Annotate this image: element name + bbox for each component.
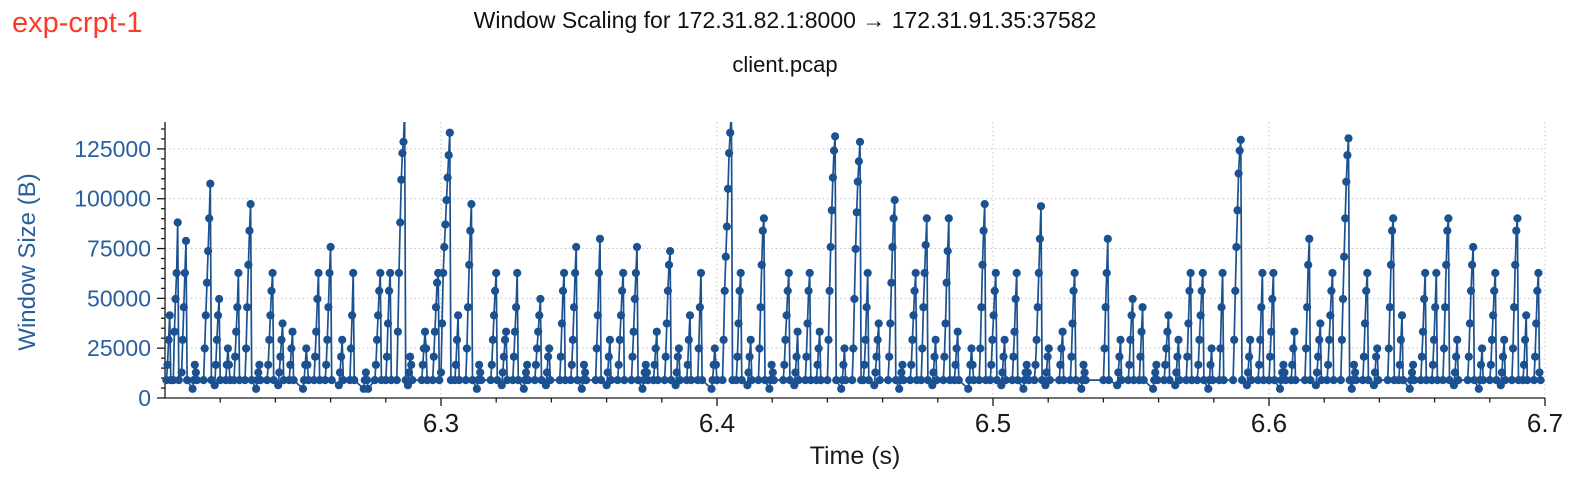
x-axis-label: Time (s) [809,442,901,470]
axis-layer [157,122,1546,406]
svg-text:100000: 100000 [74,186,151,212]
svg-text:75000: 75000 [87,236,151,262]
y-axis-label: Window Size (B) [14,173,41,351]
svg-text:25000: 25000 [87,335,151,361]
grid-layer [165,122,1546,398]
svg-text:6.5: 6.5 [975,408,1011,438]
x-tick-labels: 6.3 6.4 6.5 6.6 6.7 [423,408,1563,438]
svg-text:0: 0 [138,385,151,411]
svg-text:6.4: 6.4 [699,408,735,438]
chart-title: Window Scaling for 172.31.82.1:8000 → 17… [473,7,1097,33]
svg-text:6.3: 6.3 [423,408,459,438]
y-tick-labels: 0 25000 50000 75000 100000 125000 [74,136,151,411]
series-window-size [162,122,1545,393]
svg-text:6.6: 6.6 [1251,408,1287,438]
svg-text:50000: 50000 [87,285,151,311]
svg-text:6.7: 6.7 [1527,408,1563,438]
svg-text:125000: 125000 [74,136,151,162]
experiment-label: exp-crpt-1 [12,7,143,39]
chart-subtitle: client.pcap [732,52,838,77]
